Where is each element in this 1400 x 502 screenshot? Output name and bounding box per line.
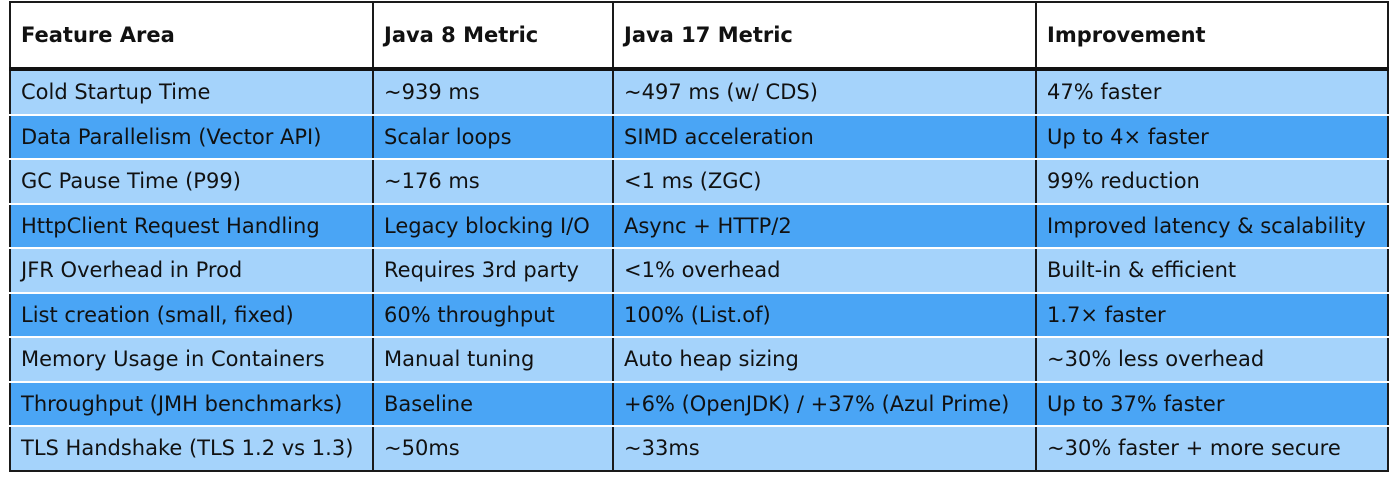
cell-java-17-metric: ~33ms (612, 425, 1037, 472)
cell-java-17-metric: +6% (OpenJDK) / +37% (Azul Prime) (612, 380, 1037, 427)
cell-feature-area: Data Parallelism (Vector API) (9, 113, 374, 160)
cell-feature-area: TLS Handshake (TLS 1.2 vs 1.3) (9, 425, 374, 472)
header-feature-area: Feature Area (9, 1, 374, 71)
cell-feature-area: JFR Overhead in Prod (9, 247, 374, 294)
cell-improvement: ~30% less overhead (1035, 336, 1389, 383)
table-row: GC Pause Time (P99) ~176 ms <1 ms (ZGC) … (9, 158, 1389, 205)
cell-java-8-metric: ~50ms (372, 425, 614, 472)
header-java-8-metric: Java 8 Metric (372, 1, 614, 71)
cell-improvement: Improved latency & scalability (1035, 202, 1389, 249)
cell-feature-area: Memory Usage in Containers (9, 336, 374, 383)
cell-feature-area: Cold Startup Time (9, 68, 374, 116)
comparison-table: Feature Area Java 8 Metric Java 17 Metri… (9, 1, 1389, 472)
cell-java-8-metric: Manual tuning (372, 336, 614, 383)
cell-feature-area: GC Pause Time (P99) (9, 158, 374, 205)
cell-improvement: ~30% faster + more secure (1035, 425, 1389, 472)
cell-feature-area: List creation (small, fixed) (9, 291, 374, 338)
table-row: Cold Startup Time ~939 ms ~497 ms (w/ CD… (9, 68, 1389, 116)
cell-java-8-metric: ~939 ms (372, 68, 614, 116)
comparison-table-container: Feature Area Java 8 Metric Java 17 Metri… (9, 1, 1389, 472)
cell-improvement: Up to 37% faster (1035, 380, 1389, 427)
cell-java-17-metric: <1 ms (ZGC) (612, 158, 1037, 205)
table-row: HttpClient Request Handling Legacy block… (9, 202, 1389, 249)
cell-improvement: 99% reduction (1035, 158, 1389, 205)
cell-java-17-metric: 100% (List.of) (612, 291, 1037, 338)
table-row: List creation (small, fixed) 60% through… (9, 291, 1389, 338)
cell-feature-area: HttpClient Request Handling (9, 202, 374, 249)
table-row: Throughput (JMH benchmarks) Baseline +6%… (9, 380, 1389, 427)
cell-java-8-metric: Scalar loops (372, 113, 614, 160)
header-improvement: Improvement (1035, 1, 1389, 71)
cell-improvement: 1.7× faster (1035, 291, 1389, 338)
cell-improvement: 47% faster (1035, 68, 1389, 116)
cell-improvement: Built-in & efficient (1035, 247, 1389, 294)
cell-java-17-metric: Async + HTTP/2 (612, 202, 1037, 249)
cell-improvement: Up to 4× faster (1035, 113, 1389, 160)
table-row: TLS Handshake (TLS 1.2 vs 1.3) ~50ms ~33… (9, 425, 1389, 472)
cell-java-17-metric: SIMD acceleration (612, 113, 1037, 160)
table-body: Cold Startup Time ~939 ms ~497 ms (w/ CD… (9, 68, 1389, 472)
cell-java-8-metric: Legacy blocking I/O (372, 202, 614, 249)
table-row: Data Parallelism (Vector API) Scalar loo… (9, 113, 1389, 160)
table-row: Memory Usage in Containers Manual tuning… (9, 336, 1389, 383)
header-java-17-metric: Java 17 Metric (612, 1, 1037, 71)
cell-java-8-metric: 60% throughput (372, 291, 614, 338)
cell-java-17-metric: Auto heap sizing (612, 336, 1037, 383)
cell-java-8-metric: Baseline (372, 380, 614, 427)
cell-feature-area: Throughput (JMH benchmarks) (9, 380, 374, 427)
header-row: Feature Area Java 8 Metric Java 17 Metri… (9, 1, 1389, 71)
cell-java-8-metric: ~176 ms (372, 158, 614, 205)
cell-java-17-metric: ~497 ms (w/ CDS) (612, 68, 1037, 116)
cell-java-17-metric: <1% overhead (612, 247, 1037, 294)
cell-java-8-metric: Requires 3rd party (372, 247, 614, 294)
table-row: JFR Overhead in Prod Requires 3rd party … (9, 247, 1389, 294)
table-header: Feature Area Java 8 Metric Java 17 Metri… (9, 1, 1389, 71)
